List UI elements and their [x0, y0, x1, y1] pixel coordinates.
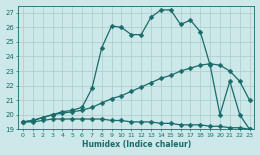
X-axis label: Humidex (Indice chaleur): Humidex (Indice chaleur) [82, 140, 191, 149]
